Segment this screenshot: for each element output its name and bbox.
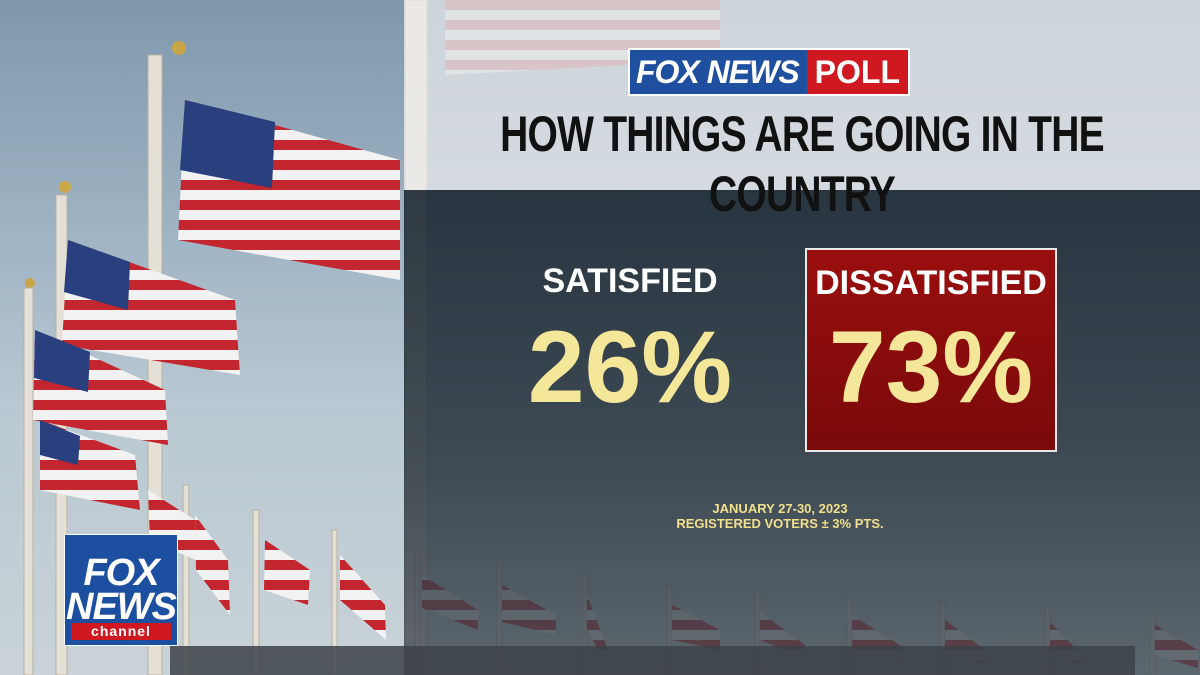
lower-third-bar [170, 646, 1135, 675]
fox-news-wordmark: FOX NEWS [630, 50, 807, 94]
poll-sample-note: REGISTERED VOTERS ± 3% PTS. [676, 516, 884, 531]
fox-news-poll-logo: FOX NEWS POLL [628, 48, 910, 96]
satisfied-label: SATISFIED [542, 262, 718, 300]
channel-logo-fox: FOX [83, 552, 159, 594]
channel-logo-channel: channel [71, 623, 171, 640]
dissatisfied-box: DISSATISFIED 73% [805, 248, 1057, 452]
poll-question-title: HOW THINGS ARE GOING IN THE COUNTRY [500, 106, 1104, 222]
channel-logo-news: NEWS [66, 586, 177, 628]
fox-news-channel-logo: FOX NEWS channel [64, 534, 178, 646]
results-panel [404, 190, 1200, 675]
dissatisfied-label: DISSATISFIED [815, 264, 1047, 302]
poll-dates: JANUARY 27-30, 2023 [712, 501, 848, 516]
dissatisfied-value: 73% [828, 310, 1034, 424]
poll-badge: POLL [806, 50, 908, 94]
satisfied-value: 26% [527, 310, 733, 424]
